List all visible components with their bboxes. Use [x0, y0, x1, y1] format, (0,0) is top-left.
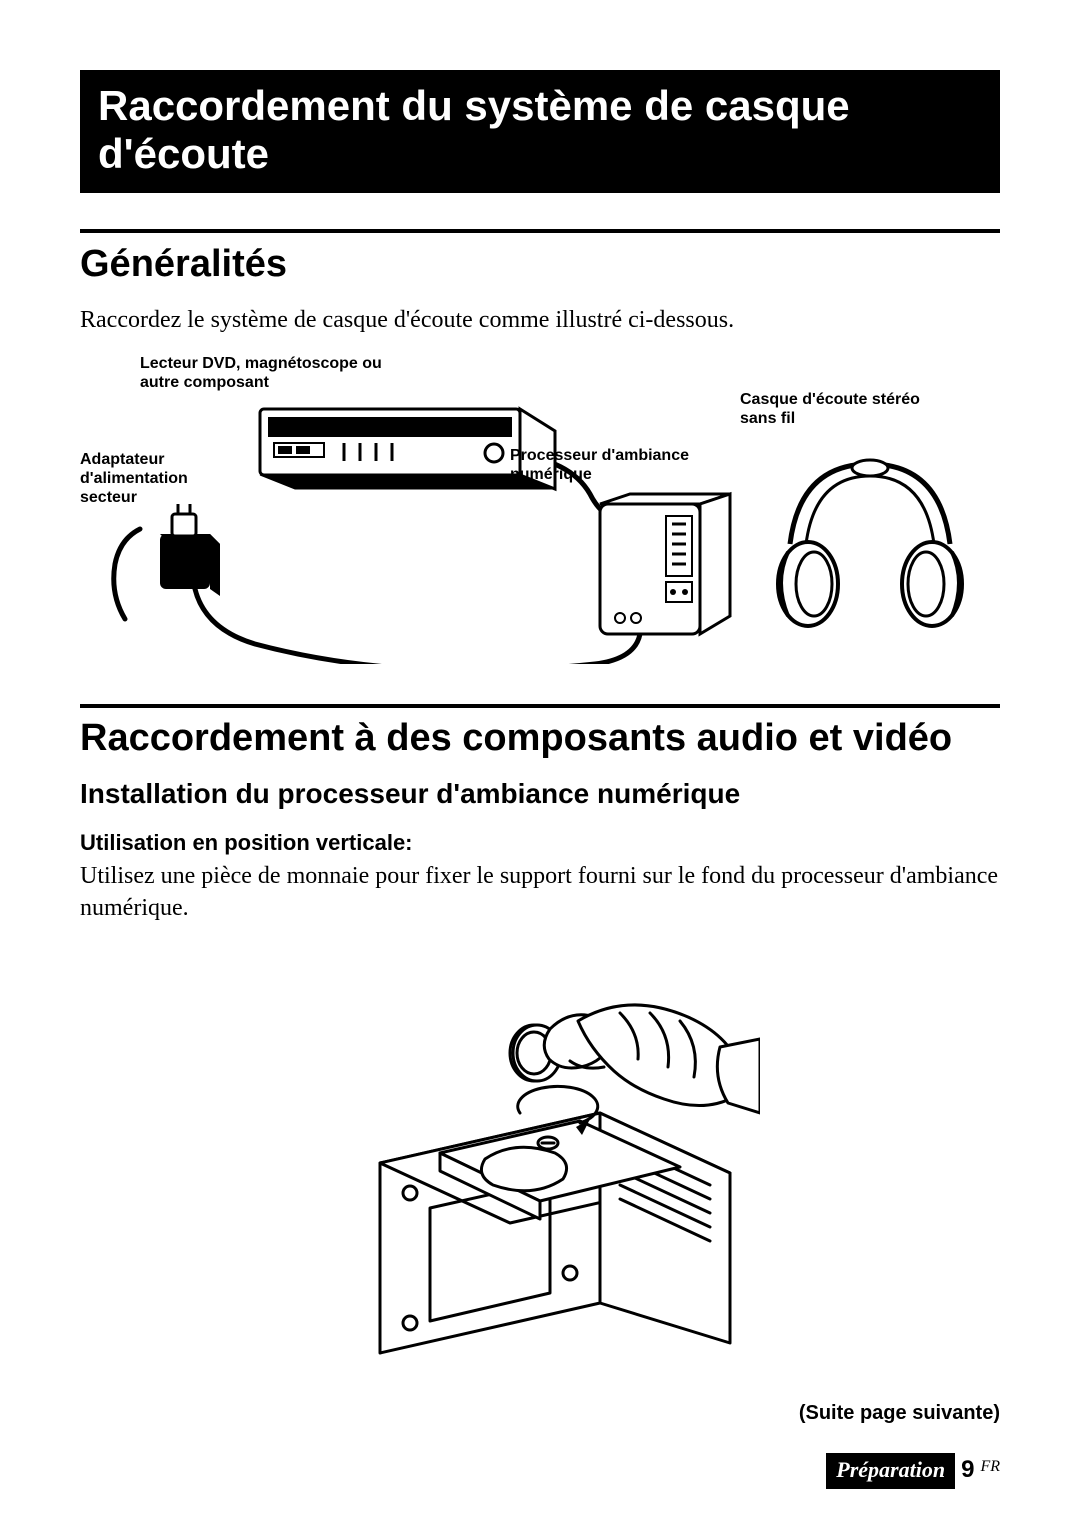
section-tag: Préparation	[826, 1453, 955, 1489]
label-processor: Processeur d'ambiance numérique	[510, 446, 740, 484]
mounting-illustration	[80, 943, 1000, 1363]
section1-heading: Généralités	[80, 243, 1000, 286]
page-lang-suffix: FR	[980, 1458, 1000, 1476]
power-adapter-icon	[160, 504, 220, 596]
section2-sub-sub-heading: Utilisation en position verticale:	[80, 830, 1000, 856]
page-number: 9	[961, 1456, 974, 1484]
mounting-illustration-svg	[320, 943, 760, 1363]
section2-sub-heading: Installation du processeur d'ambiance nu…	[80, 778, 1000, 810]
page-title-text: Raccordement du système de casque d'écou…	[98, 82, 850, 177]
headphones-icon	[778, 460, 962, 626]
label-dvd: Lecteur DVD, magnétoscope ou autre compo…	[140, 354, 400, 392]
processor-icon	[600, 494, 730, 634]
label-headphones: Casque d'écoute stéréo sans fil	[740, 390, 920, 428]
rule-section2	[80, 704, 1000, 708]
page-title-banner: Raccordement du système de casque d'écou…	[80, 70, 1000, 193]
page-footer: (Suite page suivante) Préparation 9 FR	[799, 1402, 1000, 1489]
label-adapter: Adaptateur d'alimentation secteur	[80, 450, 230, 508]
page-line: Préparation 9 FR	[826, 1453, 1000, 1489]
section2-body: Utilisez une pièce de monnaie pour fixer…	[80, 860, 1000, 925]
section2-heading: Raccordement à des composants audio et v…	[80, 718, 1000, 760]
connection-diagram: Lecteur DVD, magnétoscope ou autre compo…	[80, 354, 1000, 664]
section1-body: Raccordez le système de casque d'écoute …	[80, 304, 1000, 336]
continued-text: (Suite page suivante)	[799, 1402, 1000, 1425]
rule-section1	[80, 229, 1000, 233]
